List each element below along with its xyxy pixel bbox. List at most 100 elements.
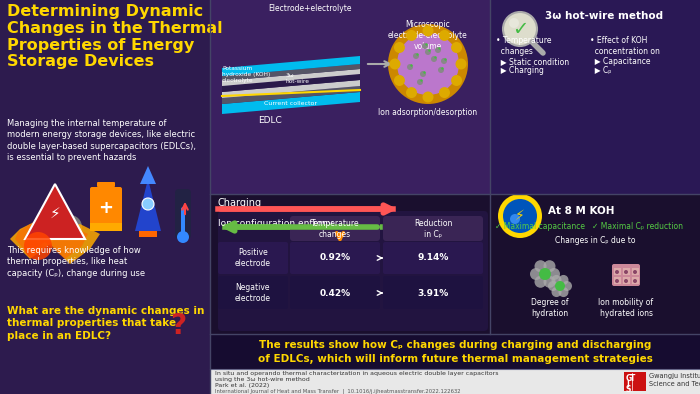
Circle shape bbox=[633, 279, 637, 283]
Circle shape bbox=[548, 281, 558, 291]
Circle shape bbox=[535, 276, 547, 288]
Text: In situ and operando thermal characterization in aqueous electric double layer c: In situ and operando thermal characteriz… bbox=[215, 371, 498, 376]
Circle shape bbox=[451, 75, 462, 86]
FancyBboxPatch shape bbox=[383, 242, 483, 274]
Circle shape bbox=[423, 26, 433, 37]
Circle shape bbox=[406, 30, 417, 41]
Circle shape bbox=[425, 49, 431, 55]
Polygon shape bbox=[222, 86, 360, 104]
Text: Current collector: Current collector bbox=[265, 100, 318, 106]
Circle shape bbox=[428, 49, 430, 52]
Text: Ion adsorption/desorption: Ion adsorption/desorption bbox=[379, 108, 477, 117]
Text: Reduction
in Cₚ: Reduction in Cₚ bbox=[414, 219, 452, 239]
Circle shape bbox=[615, 270, 619, 274]
Bar bbox=[632, 268, 639, 275]
Circle shape bbox=[503, 12, 537, 46]
Text: Negative
electrode: Negative electrode bbox=[235, 283, 271, 303]
Circle shape bbox=[543, 260, 556, 272]
Circle shape bbox=[423, 91, 433, 102]
Circle shape bbox=[424, 71, 426, 74]
Text: ▶ Cₚ: ▶ Cₚ bbox=[590, 66, 612, 75]
Circle shape bbox=[539, 268, 551, 280]
Polygon shape bbox=[222, 74, 360, 92]
Bar bbox=[490, 194, 700, 334]
Circle shape bbox=[394, 75, 405, 86]
Circle shape bbox=[543, 276, 556, 288]
Circle shape bbox=[559, 287, 568, 297]
Text: Ion configuration entropy: Ion configuration entropy bbox=[218, 219, 333, 228]
Circle shape bbox=[633, 270, 637, 274]
Text: Degree of
hydration: Degree of hydration bbox=[531, 298, 568, 318]
Bar bbox=[632, 277, 639, 284]
FancyBboxPatch shape bbox=[218, 276, 288, 309]
Text: T: T bbox=[630, 374, 636, 383]
Polygon shape bbox=[135, 179, 161, 231]
Text: • Effect of KOH
  concentration on: • Effect of KOH concentration on bbox=[590, 36, 660, 56]
Bar bbox=[614, 268, 621, 275]
FancyBboxPatch shape bbox=[218, 242, 288, 274]
Circle shape bbox=[58, 215, 82, 239]
Circle shape bbox=[420, 79, 423, 82]
Text: Park et al. (2022): Park et al. (2022) bbox=[215, 383, 270, 388]
Text: Ion mobility of
hydrated ions: Ion mobility of hydrated ions bbox=[598, 298, 654, 318]
Circle shape bbox=[438, 47, 441, 50]
Text: 3ω hot-wire method: 3ω hot-wire method bbox=[545, 11, 663, 21]
Bar bbox=[210, 0, 490, 194]
Text: ✓ Maximal capacitance: ✓ Maximal capacitance bbox=[495, 222, 585, 231]
Bar bbox=[624, 372, 646, 391]
Circle shape bbox=[407, 64, 413, 70]
Polygon shape bbox=[222, 69, 360, 86]
Circle shape bbox=[394, 42, 405, 53]
Circle shape bbox=[24, 232, 52, 260]
Text: What are the dynamic changes in
thermal properties that take
place in an EDLC?: What are the dynamic changes in thermal … bbox=[7, 306, 204, 341]
Text: Determining Dynamic
Changes in the Thermal
Properties of Energy
Storage Devices: Determining Dynamic Changes in the Therm… bbox=[7, 4, 223, 69]
Circle shape bbox=[456, 58, 466, 69]
Circle shape bbox=[552, 287, 561, 297]
Text: S: S bbox=[626, 385, 631, 394]
Circle shape bbox=[177, 231, 189, 243]
Text: using the 3ω hot-wire method: using the 3ω hot-wire method bbox=[215, 377, 309, 382]
Polygon shape bbox=[222, 80, 360, 98]
Bar bbox=[210, 334, 700, 369]
Text: Managing the internal temperature of
modern energy storage devices, like electri: Managing the internal temperature of mod… bbox=[7, 119, 196, 162]
Circle shape bbox=[410, 64, 413, 67]
Text: ?: ? bbox=[170, 312, 186, 340]
FancyBboxPatch shape bbox=[90, 187, 122, 231]
Circle shape bbox=[624, 279, 628, 283]
FancyBboxPatch shape bbox=[181, 207, 185, 237]
Circle shape bbox=[417, 79, 423, 85]
Circle shape bbox=[624, 270, 628, 274]
Bar bbox=[614, 277, 621, 284]
Circle shape bbox=[422, 43, 428, 49]
Circle shape bbox=[431, 56, 437, 62]
Circle shape bbox=[509, 18, 519, 28]
FancyBboxPatch shape bbox=[383, 276, 483, 309]
Text: ⚡: ⚡ bbox=[50, 206, 60, 221]
Text: 0.42%: 0.42% bbox=[319, 288, 351, 297]
Text: This requires knowledge of how
thermal properties, like heat
capacity (Cₚ), chan: This requires knowledge of how thermal p… bbox=[7, 246, 145, 278]
Circle shape bbox=[426, 43, 428, 46]
Circle shape bbox=[389, 58, 400, 69]
Bar bbox=[490, 0, 700, 194]
Circle shape bbox=[552, 275, 561, 285]
Circle shape bbox=[413, 53, 419, 59]
Circle shape bbox=[510, 214, 520, 224]
Text: ✓: ✓ bbox=[512, 19, 528, 39]
Bar bbox=[620, 369, 700, 394]
Text: At 8 M KOH: At 8 M KOH bbox=[548, 206, 615, 216]
FancyBboxPatch shape bbox=[218, 211, 488, 331]
Text: ▶ Capacitance: ▶ Capacitance bbox=[590, 57, 650, 66]
Bar bbox=[623, 277, 630, 284]
Circle shape bbox=[397, 33, 459, 95]
Bar bbox=[210, 194, 490, 334]
Text: • Temperature
  changes: • Temperature changes bbox=[496, 36, 552, 56]
Text: +: + bbox=[99, 199, 113, 217]
Polygon shape bbox=[222, 92, 360, 114]
Circle shape bbox=[142, 198, 154, 210]
Text: I: I bbox=[626, 380, 629, 389]
Circle shape bbox=[555, 281, 565, 291]
Bar bbox=[139, 231, 157, 237]
Text: Temperature
changes: Temperature changes bbox=[311, 219, 359, 239]
Polygon shape bbox=[15, 224, 88, 259]
Circle shape bbox=[406, 87, 417, 98]
